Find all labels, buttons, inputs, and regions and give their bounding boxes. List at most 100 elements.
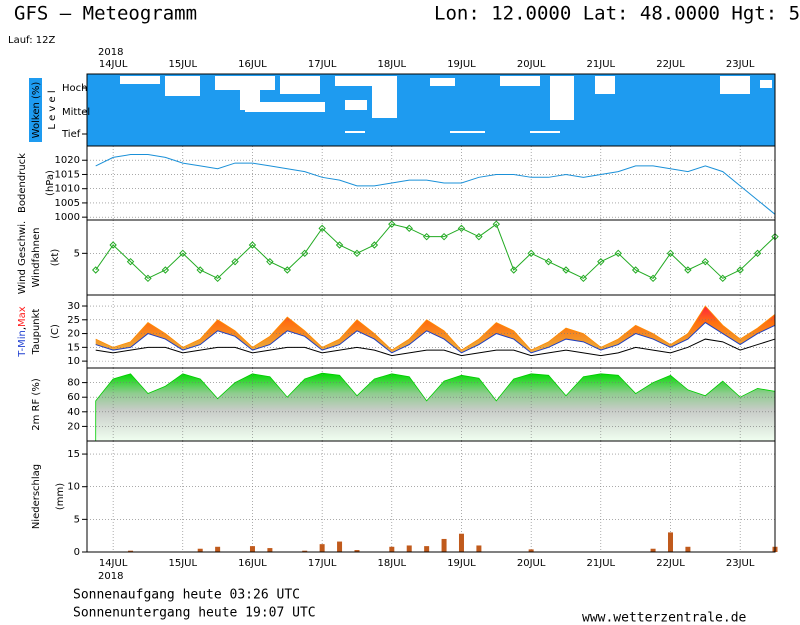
- marker: [527, 249, 535, 258]
- y-tick-label: 10: [67, 482, 80, 493]
- marker: [318, 224, 326, 233]
- bar: [650, 548, 656, 552]
- bar: [476, 545, 482, 552]
- marker: [597, 257, 605, 266]
- marker: [457, 224, 466, 233]
- bar: [441, 538, 447, 552]
- marker: [179, 249, 187, 258]
- panel-frame: [86, 440, 776, 553]
- x-tick-label: 21JUL: [587, 558, 616, 569]
- x-tick-label: 20JUL: [517, 558, 546, 569]
- bar: [302, 550, 308, 552]
- y-axis-label: Wind Geschwi.: [17, 221, 28, 294]
- y-tick-label: 1000: [55, 212, 80, 223]
- marker: [370, 241, 379, 249]
- marker: [231, 257, 239, 266]
- y-tick-label: 1015: [55, 169, 80, 180]
- y-axis-label-part: T-Min: [17, 330, 28, 358]
- series-line: [95, 321, 776, 354]
- marker: [475, 232, 483, 241]
- bar: [354, 550, 360, 552]
- bar: [667, 532, 673, 552]
- bar: [458, 533, 464, 552]
- y-axis-label: T-Min,Max: [17, 306, 28, 357]
- bar: [319, 544, 325, 552]
- y-tick-label: 80: [67, 378, 80, 389]
- marker: [440, 232, 448, 241]
- x-tick-label: 15JUL: [169, 558, 198, 569]
- x-tick-label: 16JUL: [238, 558, 267, 569]
- x-tick-label: 23JUL: [726, 558, 755, 569]
- source: www.wetterzentrale.de: [582, 611, 747, 625]
- marker: [631, 266, 640, 274]
- year-top: 2018: [98, 47, 123, 58]
- y-tick-label: 15: [67, 342, 80, 353]
- marker: [213, 274, 222, 283]
- panel-frame: [86, 145, 776, 221]
- marker: [579, 274, 588, 283]
- location: Lon: 12.0000 Lat: 48.0000 Hgt: 5: [434, 3, 800, 25]
- year-bottom: 2018: [98, 571, 123, 582]
- marker: [544, 257, 553, 266]
- y-axis-label: Bodendruck: [17, 153, 28, 213]
- y-tick-label: 40: [67, 407, 80, 418]
- y-axis-label: Niederschlag: [31, 464, 42, 529]
- y-tick-label: 1010: [55, 184, 80, 195]
- x-tick-label: 16JUL: [238, 59, 267, 70]
- bar: [197, 548, 203, 552]
- bar: [128, 550, 134, 552]
- bar: [389, 546, 395, 552]
- y-tick-label: 30: [67, 301, 80, 312]
- marker: [684, 266, 692, 274]
- y-axis-label-part: ,: [17, 327, 28, 330]
- marker: [353, 249, 361, 258]
- x-tick-label: 17JUL: [308, 558, 337, 569]
- marker: [301, 249, 309, 258]
- level-label: Hoch: [62, 83, 87, 94]
- marker: [701, 257, 710, 266]
- x-tick-label: 15JUL: [169, 59, 198, 70]
- x-tick-label: 20JUL: [517, 59, 546, 70]
- x-tick-label: 21JUL: [587, 59, 616, 70]
- marker: [144, 274, 152, 283]
- y-tick-label: 20: [67, 329, 80, 340]
- x-tick-label: 22JUL: [656, 59, 685, 70]
- bar: [424, 546, 430, 552]
- humidity-area: [95, 372, 776, 442]
- marker: [666, 249, 675, 258]
- x-tick-label: 18JUL: [378, 558, 407, 569]
- y-tick-label: 1005: [55, 198, 80, 209]
- x-tick-label: 19JUL: [447, 558, 476, 569]
- y-tick-label: 15: [67, 449, 80, 460]
- marker: [161, 266, 170, 274]
- sunrise: Sonnenaufgang heute 03:26 UTC: [73, 588, 300, 603]
- sunset: Sonnenuntergang heute 19:07 UTC: [73, 606, 316, 621]
- marker: [753, 249, 762, 258]
- y-tick-label: 1020: [55, 155, 80, 166]
- cloud-patches: [120, 76, 772, 133]
- bar: [528, 549, 534, 552]
- y-axis-label: (C): [50, 324, 61, 339]
- bar: [337, 541, 343, 552]
- bar: [267, 548, 273, 552]
- x-tick-label: 23JUL: [726, 59, 755, 70]
- series-line: [95, 154, 776, 215]
- title: GFS – Meteogramm: [14, 3, 197, 25]
- series-line: [95, 223, 776, 279]
- marker: [649, 274, 657, 283]
- marker: [736, 266, 744, 274]
- y-tick-label: 25: [67, 315, 80, 326]
- y-axis-label: Windfahnen: [31, 228, 42, 288]
- x-tick-label: 19JUL: [447, 59, 476, 70]
- bar: [215, 546, 221, 552]
- marker: [248, 241, 257, 249]
- marker: [719, 274, 727, 283]
- run: Lauf: 12Z: [8, 35, 55, 46]
- y-axis-label: 2m RF (%): [31, 378, 42, 431]
- y-axis-label: Taupunkt: [31, 309, 42, 356]
- temp-band: [95, 306, 775, 353]
- y-axis-label: (mm): [55, 483, 66, 510]
- marker: [266, 257, 274, 266]
- y-axis-label: (kt): [50, 249, 61, 267]
